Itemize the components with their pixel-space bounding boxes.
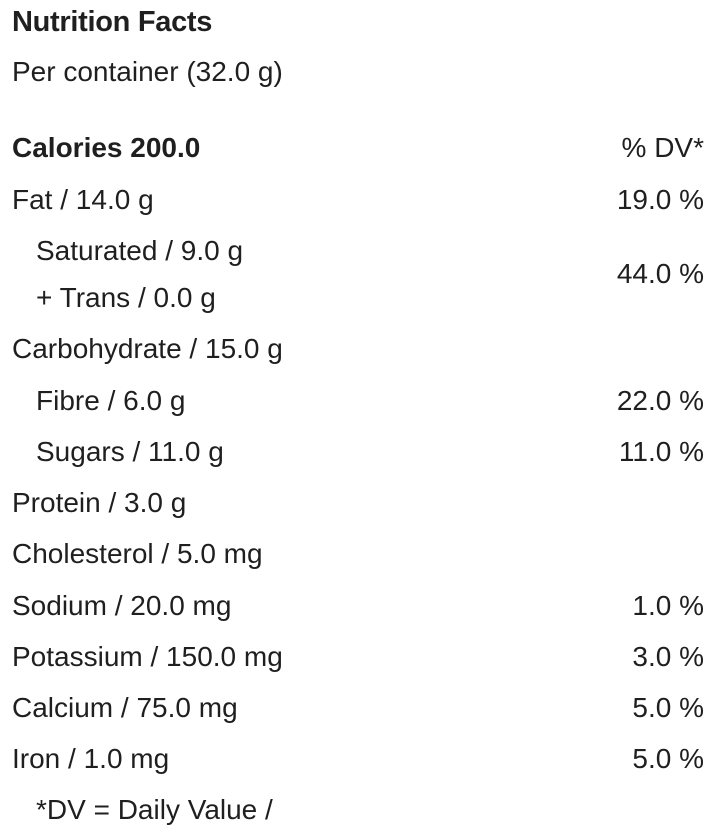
- nutrient-label: Sugars / 11.0 g: [36, 436, 224, 467]
- nutrient-row-trans: + Trans / 0.0 g: [12, 278, 704, 318]
- nutrient-label: Cholesterol / 5.0 mg: [12, 538, 263, 569]
- nutrient-label: Sodium / 20.0 mg: [12, 590, 232, 621]
- nutrient-dv: 5.0 %: [632, 692, 704, 723]
- nutrient-dv: 19.0 %: [616, 184, 704, 215]
- nutrient-row-potassium: Potassium / 150.0 mg 3.0 %: [12, 637, 704, 677]
- nutrient-label: Protein / 3.0 g: [12, 487, 187, 518]
- nutrition-facts-panel: Nutrition Facts Per container (32.0 g) C…: [12, 0, 704, 840]
- nutrient-dv: 3.0 %: [632, 641, 704, 672]
- nutrient-row-protein: Protein / 3.0 g: [12, 483, 704, 523]
- nutrient-label: Carbohydrate / 15.0 g: [12, 333, 283, 364]
- nutrient-row-calcium: Calcium / 75.0 mg 5.0 %: [12, 688, 704, 728]
- nutrient-dv: 11.0 %: [618, 436, 704, 467]
- nutrient-row-cholesterol: Cholesterol / 5.0 mg: [12, 534, 704, 574]
- nutrient-row-iron: Iron / 1.0 mg 5.0 %: [12, 739, 704, 779]
- nutrient-dv: 5.0 %: [632, 743, 704, 774]
- dv-footnote: *DV = Daily Value /: [36, 794, 273, 825]
- nutrient-label: Calcium / 75.0 mg: [12, 692, 238, 723]
- nutrient-label: Saturated / 9.0 g: [36, 235, 244, 266]
- nutrient-row-fat: Fat / 14.0 g 19.0 %: [12, 180, 704, 220]
- calories-row: Calories 200.0 % DV*: [12, 128, 704, 168]
- nutrition-facts-title: Nutrition Facts: [12, 6, 213, 38]
- nutrient-label: Fat / 14.0 g: [12, 184, 154, 215]
- nutrient-row-fibre: Fibre / 6.0 g 22.0 %: [12, 381, 704, 421]
- nutrient-dv: 1.0 %: [632, 590, 704, 621]
- nutrient-label: Fibre / 6.0 g: [36, 385, 186, 416]
- nutrient-label: Potassium / 150.0 mg: [12, 641, 283, 672]
- serving-size: Per container (32.0 g): [12, 56, 283, 87]
- nutrient-label: + Trans / 0.0 g: [36, 282, 216, 313]
- nutrient-label: Iron / 1.0 mg: [12, 743, 170, 774]
- nutrient-row-carbohydrate: Carbohydrate / 15.0 g: [12, 329, 704, 369]
- nutrient-row-sodium: Sodium / 20.0 mg 1.0 %: [12, 586, 704, 626]
- nutrient-row-saturated: Saturated / 9.0 g: [12, 231, 704, 271]
- saturated-trans-dv: 44.0 %: [616, 258, 704, 289]
- dv-header: % DV*: [621, 132, 704, 163]
- nutrient-row-sugars: Sugars / 11.0 g 11.0 %: [12, 432, 704, 472]
- nutrient-dv: 22.0 %: [616, 385, 704, 416]
- calories-label: Calories 200.0: [12, 132, 201, 163]
